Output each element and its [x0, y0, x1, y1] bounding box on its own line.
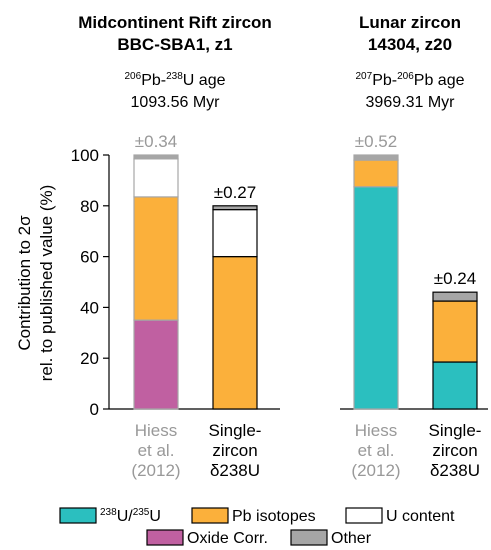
bar-segment [353, 154, 399, 161]
y-axis-label-line2: rel. to published value (%) [37, 185, 56, 382]
y-axis-label-line1: Contribution to 2σ [15, 215, 34, 351]
bar-total-label: ±0.27 [214, 183, 256, 202]
age-label-isotopes: 207Pb-206Pb age [355, 71, 465, 90]
y-tick-label: 0 [90, 400, 99, 419]
legend-label: Pb isotopes [232, 508, 316, 525]
category-label: Hiess [355, 421, 398, 440]
legend-label: Other [331, 530, 372, 547]
legend-swatch [191, 507, 229, 524]
legend-swatch [345, 507, 383, 524]
bar-total-label: ±0.52 [355, 132, 397, 151]
category-label: et al. [138, 441, 175, 460]
y-axis: 0 20 40 60 80 100 [71, 146, 488, 419]
category-label: (2012) [131, 461, 180, 480]
age-label-midcontinent: 206Pb-238U age 1093.56 Myr [60, 70, 290, 114]
bar-segment [133, 158, 179, 198]
bar-segment [353, 159, 399, 188]
panel-title-midcontinent: Midcontinent Rift zircon BBC-SBA1, z1 [60, 12, 290, 56]
panel-title-line2: BBC-SBA1, z1 [117, 35, 233, 54]
panel-title-lunar: Lunar zircon 14304, z20 [335, 12, 485, 56]
legend-swatch [290, 529, 328, 546]
category-label: Hiess [135, 421, 178, 440]
panel-title-line1: Midcontinent Rift zircon [78, 13, 272, 32]
bar-segment [432, 361, 478, 410]
category-label: zircon [212, 441, 257, 460]
y-tick-label: 20 [80, 349, 99, 368]
y-tick-label: 80 [80, 197, 99, 216]
y-tick-label: 60 [80, 248, 99, 267]
age-label-lunar: 207Pb-206Pb age 3969.31 Myr [335, 70, 485, 114]
bar-segment [353, 186, 399, 410]
bar-segment [432, 291, 478, 302]
panel-title-line1: Lunar zircon [358, 13, 461, 32]
legend: 238U/235U Pb isotopes U content Oxide Corr.… [59, 507, 455, 547]
legend-swatch [146, 529, 184, 546]
bar-total-label: ±0.34 [135, 132, 177, 151]
legend-swatch [59, 507, 97, 524]
category-label: zircon [432, 441, 477, 460]
category-label: Single- [429, 421, 482, 440]
bars [133, 154, 478, 410]
legend-label: Oxide Corr. [187, 530, 268, 547]
category-label: (2012) [351, 461, 400, 480]
bar-segment [212, 205, 258, 211]
bar-segment [133, 154, 179, 160]
bar-segment [432, 300, 478, 363]
panel-title-line2: 14304, z20 [367, 35, 453, 54]
category-label: δ238U [430, 461, 480, 480]
category-label: Single- [209, 421, 262, 440]
y-tick-label: 40 [80, 298, 99, 317]
legend-label: 238U/235U [100, 507, 161, 525]
age-label-isotopes: 206Pb-238U age [124, 71, 226, 90]
y-tick-label: 100 [71, 146, 99, 165]
legend-label: U content [386, 508, 455, 525]
bar-total-label: ±0.24 [434, 269, 476, 288]
category-label: et al. [358, 441, 395, 460]
bar-segment [133, 196, 179, 321]
bar-segment [133, 319, 179, 410]
age-value: 3969.31 Myr [365, 94, 455, 111]
category-label: δ238U [210, 461, 260, 480]
bar-segment [212, 209, 258, 258]
age-value: 1093.56 Myr [130, 94, 220, 111]
bar-segment [212, 256, 258, 410]
